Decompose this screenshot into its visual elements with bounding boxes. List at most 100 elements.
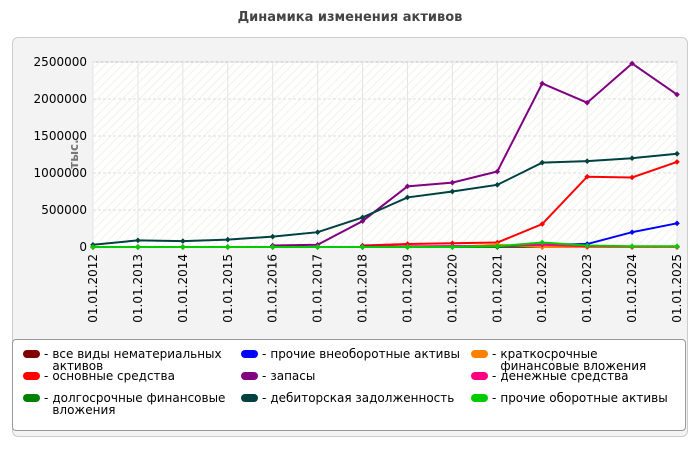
x-tick-label: 01.01.2012 xyxy=(86,254,100,323)
chart: тыс. 0 500000 1000000 1500000 2000000 2500000… xyxy=(34,55,684,323)
y-tick-label: 2000000 xyxy=(34,92,87,106)
point-marker xyxy=(135,237,141,244)
legend-dash: - xyxy=(262,347,267,361)
legend-swatch xyxy=(241,350,258,358)
point-marker xyxy=(224,244,231,250)
y-tick-label: 0 xyxy=(79,240,87,254)
legend-swatch xyxy=(23,372,40,380)
point-marker xyxy=(539,159,546,166)
x-tick-label: 01.01.2025 xyxy=(670,254,684,323)
plot-area xyxy=(92,61,678,248)
x-tick-label: 01.01.2023 xyxy=(580,254,594,323)
legend-item: - все виды нематериальных активов xyxy=(23,348,228,372)
point-marker xyxy=(180,244,186,250)
point-marker xyxy=(584,99,590,106)
y-axis-label: тыс. xyxy=(67,139,81,168)
point-marker xyxy=(269,244,276,250)
point-marker xyxy=(674,220,680,227)
point-marker xyxy=(674,159,680,165)
x-tick-label: 01.01.2014 xyxy=(176,254,190,323)
series-line xyxy=(362,160,678,247)
legend-swatch xyxy=(241,372,258,380)
x-tick-label: 01.01.2018 xyxy=(356,254,370,323)
y-tick-label: 2500000 xyxy=(34,55,87,69)
x-tick-label: 01.01.2015 xyxy=(221,254,235,323)
legend-item: - долгосрочные финансовые вложения xyxy=(23,392,228,416)
point-marker xyxy=(539,221,546,227)
legend-dash: - xyxy=(492,391,497,405)
point-marker xyxy=(539,80,546,87)
legend-label: долгосрочные финансовые вложения xyxy=(52,391,226,417)
legend-item: - дебиторская задолженность xyxy=(241,392,466,404)
chart-title: Динамика изменения активов xyxy=(237,10,463,25)
legend-swatch xyxy=(471,372,488,380)
y-tick-label: 500000 xyxy=(41,203,87,217)
point-marker xyxy=(90,244,96,250)
point-marker xyxy=(584,158,590,164)
point-marker xyxy=(314,244,321,250)
point-marker xyxy=(180,238,186,244)
legend-swatch xyxy=(241,394,258,402)
x-tick-label: 01.01.2016 xyxy=(266,254,280,323)
point-marker xyxy=(449,244,456,250)
legend-label: дебиторская задолженность xyxy=(270,391,455,405)
point-marker xyxy=(629,243,635,250)
legend-label: запасы xyxy=(270,369,316,383)
legend-swatch xyxy=(471,350,488,358)
point-marker xyxy=(494,243,501,250)
point-marker xyxy=(584,173,590,180)
series-line xyxy=(92,152,678,246)
legend-item: - основные средства xyxy=(23,370,228,382)
point-marker xyxy=(494,168,501,175)
legend-label: краткосрочные финансовые вложения xyxy=(500,347,647,373)
point-marker xyxy=(404,183,411,190)
point-marker xyxy=(359,214,366,221)
x-tick-label: 01.01.2022 xyxy=(535,254,549,323)
legend-label: все виды нематериальных активов xyxy=(52,347,222,373)
legend-dash: - xyxy=(262,369,267,383)
legend-dash: - xyxy=(44,391,49,405)
y-tick-label: 1000000 xyxy=(34,166,87,180)
legend-dash: - xyxy=(44,347,49,361)
legend-dash: - xyxy=(262,391,267,405)
legend-swatch xyxy=(471,394,488,402)
point-marker xyxy=(224,236,231,243)
point-marker xyxy=(359,244,366,250)
point-marker xyxy=(629,174,635,181)
x-tick-label: 01.01.2024 xyxy=(625,254,639,323)
point-marker xyxy=(449,240,456,247)
point-marker xyxy=(314,229,321,236)
legend-label: денежные средства xyxy=(500,369,629,383)
point-marker xyxy=(629,60,635,67)
legend-item: - прочие оборотные активы xyxy=(471,392,676,404)
legend-dash: - xyxy=(44,369,49,383)
legend: - все виды нематериальных активов - основны… xyxy=(12,339,686,431)
point-marker xyxy=(674,150,680,157)
point-marker xyxy=(674,243,680,250)
point-marker xyxy=(674,91,680,98)
point-marker xyxy=(584,242,590,249)
point-marker xyxy=(269,233,276,240)
legend-item: - запасы xyxy=(241,370,466,382)
point-marker xyxy=(629,229,635,236)
legend-swatch xyxy=(23,350,40,358)
x-tick-label: 01.01.2021 xyxy=(490,254,504,323)
x-tick-label: 01.01.2020 xyxy=(445,254,459,323)
point-marker xyxy=(629,155,635,162)
series-line xyxy=(272,62,678,247)
legend-label: основные средства xyxy=(52,369,175,383)
legend-item: - денежные средства xyxy=(471,370,676,382)
x-tick-label: 01.01.2013 xyxy=(131,254,145,323)
point-marker xyxy=(404,244,411,250)
point-marker xyxy=(494,182,501,188)
point-marker xyxy=(539,239,546,246)
legend-label: прочие внеоборотные активы xyxy=(270,347,461,361)
legend-item: - краткосрочные финансовые вложения xyxy=(471,348,676,372)
point-marker xyxy=(449,179,456,186)
point-marker xyxy=(359,218,366,224)
point-marker xyxy=(404,194,411,201)
point-marker xyxy=(135,244,141,250)
legend-dash: - xyxy=(492,347,497,361)
legend-item: - прочие внеоборотные активы xyxy=(241,348,466,360)
